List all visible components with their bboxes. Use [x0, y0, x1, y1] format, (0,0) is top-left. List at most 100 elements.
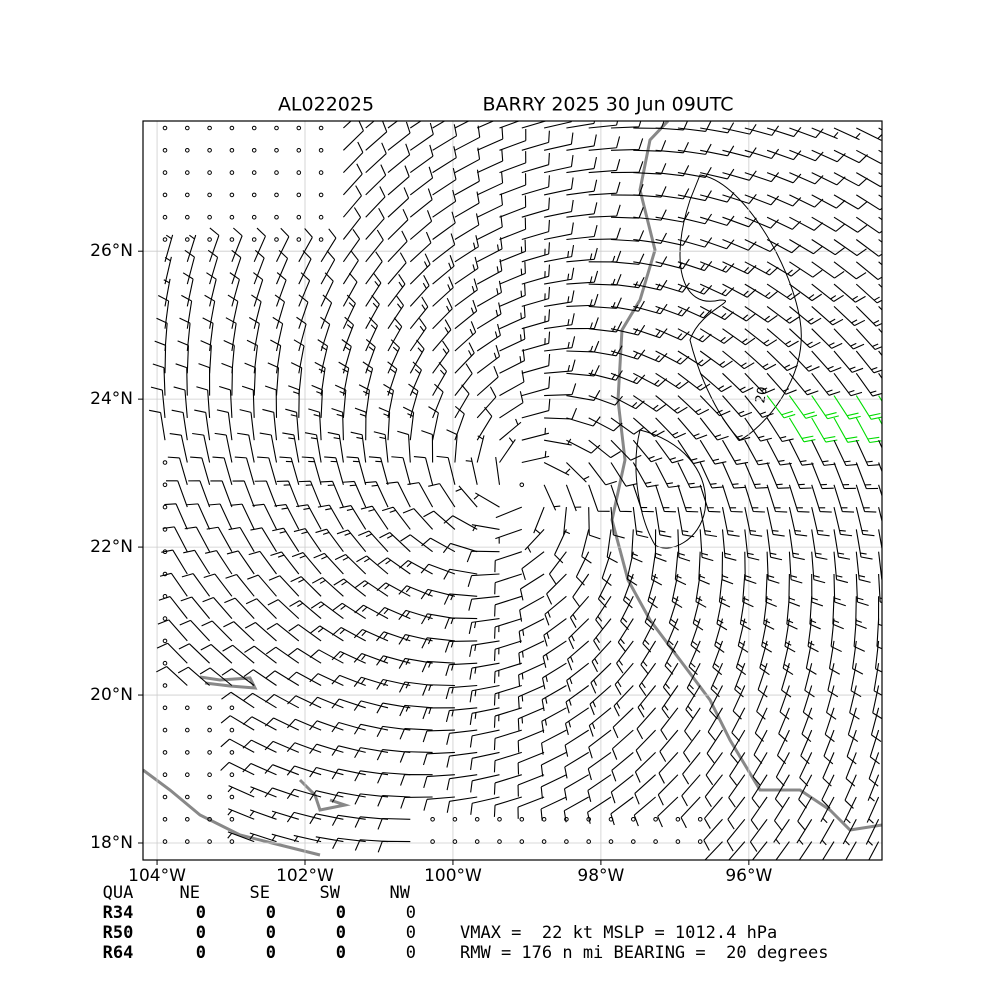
wind-barb	[521, 309, 551, 330]
calm-marker	[452, 817, 458, 822]
wind-barb	[566, 293, 599, 307]
wind-barb	[833, 216, 868, 233]
calm-marker	[274, 192, 279, 198]
wind-barb	[443, 593, 478, 605]
wind-barb	[383, 383, 395, 419]
wind-barb	[358, 384, 371, 418]
wind-barb	[188, 480, 211, 508]
wind-barb	[214, 432, 233, 463]
calm-marker	[430, 839, 435, 844]
wind-barb	[776, 729, 790, 765]
wind-barb	[789, 239, 823, 255]
wind-barb	[331, 407, 344, 441]
wind-barb	[699, 261, 735, 273]
wind-barb	[494, 595, 522, 617]
wind-barb	[206, 272, 217, 307]
wind-barb	[878, 417, 882, 426]
wind-barb	[833, 529, 851, 560]
wind-barb	[878, 149, 882, 153]
table-cell: 0	[266, 903, 276, 923]
wind-barb	[833, 395, 861, 420]
wind-barb	[766, 283, 801, 301]
wind-barb	[324, 456, 344, 485]
wind-barb	[855, 328, 882, 351]
wind-barb	[309, 720, 344, 731]
wind-barb	[333, 578, 367, 597]
wind-barb	[833, 484, 855, 513]
wind-barb	[423, 510, 456, 530]
wind-barb	[387, 273, 406, 307]
wind-barb	[856, 172, 882, 188]
calm-marker	[251, 125, 257, 131]
wind-barb	[662, 662, 679, 697]
wind-barb	[454, 121, 470, 129]
wind-barb	[657, 774, 679, 806]
wind-barb	[368, 456, 389, 485]
wind-barb	[409, 231, 432, 263]
wind-barb	[342, 229, 361, 263]
wind-barb	[192, 432, 211, 463]
wind-barb	[220, 761, 255, 776]
wind-barb	[199, 667, 233, 686]
wind-barb	[413, 456, 434, 485]
wind-barb	[633, 372, 668, 387]
wind-barb	[476, 345, 501, 374]
wind-barb	[465, 457, 478, 485]
wind-barb	[402, 406, 415, 441]
wind-barb	[186, 503, 211, 530]
table-cell: 0	[196, 903, 206, 923]
wind-barb	[610, 300, 645, 312]
wind-barb	[865, 819, 880, 846]
wind-barb	[454, 299, 478, 330]
wind-barb	[744, 239, 779, 253]
wind-barb	[820, 796, 835, 824]
wind-barb	[722, 261, 757, 275]
wind-barb	[833, 350, 864, 373]
wind-barb	[677, 283, 713, 295]
calm-marker	[162, 482, 168, 488]
wind-barb	[543, 121, 573, 129]
wind-barb	[320, 250, 336, 285]
wind-barb	[432, 297, 453, 330]
wind-barb	[566, 247, 598, 263]
calm-marker	[229, 794, 235, 800]
wind-barb	[242, 716, 277, 731]
wind-barb	[811, 439, 836, 466]
contour	[635, 429, 707, 549]
wind-barb	[721, 529, 737, 561]
wind-barb	[722, 238, 757, 251]
wind-barb	[204, 294, 216, 329]
wind-barb	[521, 242, 550, 263]
calm-marker	[229, 705, 235, 711]
wind-barb	[855, 551, 871, 583]
wind-barb	[744, 551, 757, 585]
wind-barb	[259, 432, 278, 463]
wind-barb	[274, 294, 285, 329]
wind-barb	[332, 602, 367, 620]
calm-marker	[162, 817, 168, 822]
wind-barb	[265, 670, 300, 686]
wind-barb	[201, 620, 233, 642]
wind-barb	[445, 662, 478, 677]
wind-barb	[248, 550, 277, 575]
wind-barb	[320, 294, 333, 329]
wind-barb	[286, 788, 322, 800]
wind-barb	[521, 376, 551, 397]
wind-barb	[680, 796, 701, 829]
wind-barb	[823, 729, 835, 765]
wind-barb	[878, 172, 882, 176]
wind-barb	[855, 506, 875, 537]
wind-barb	[677, 529, 691, 562]
wind-barb	[597, 573, 612, 608]
calm-marker	[296, 148, 302, 153]
wind-barb	[566, 662, 590, 692]
wind-barb	[766, 439, 792, 466]
wind-barb	[533, 506, 545, 534]
wind-barb	[620, 596, 634, 631]
wind-barb	[342, 185, 362, 218]
wind-barb	[633, 140, 667, 152]
wind-barb	[610, 462, 638, 487]
wind-barb	[432, 211, 456, 240]
wind-barb	[310, 601, 344, 620]
wind-barb	[205, 550, 233, 575]
